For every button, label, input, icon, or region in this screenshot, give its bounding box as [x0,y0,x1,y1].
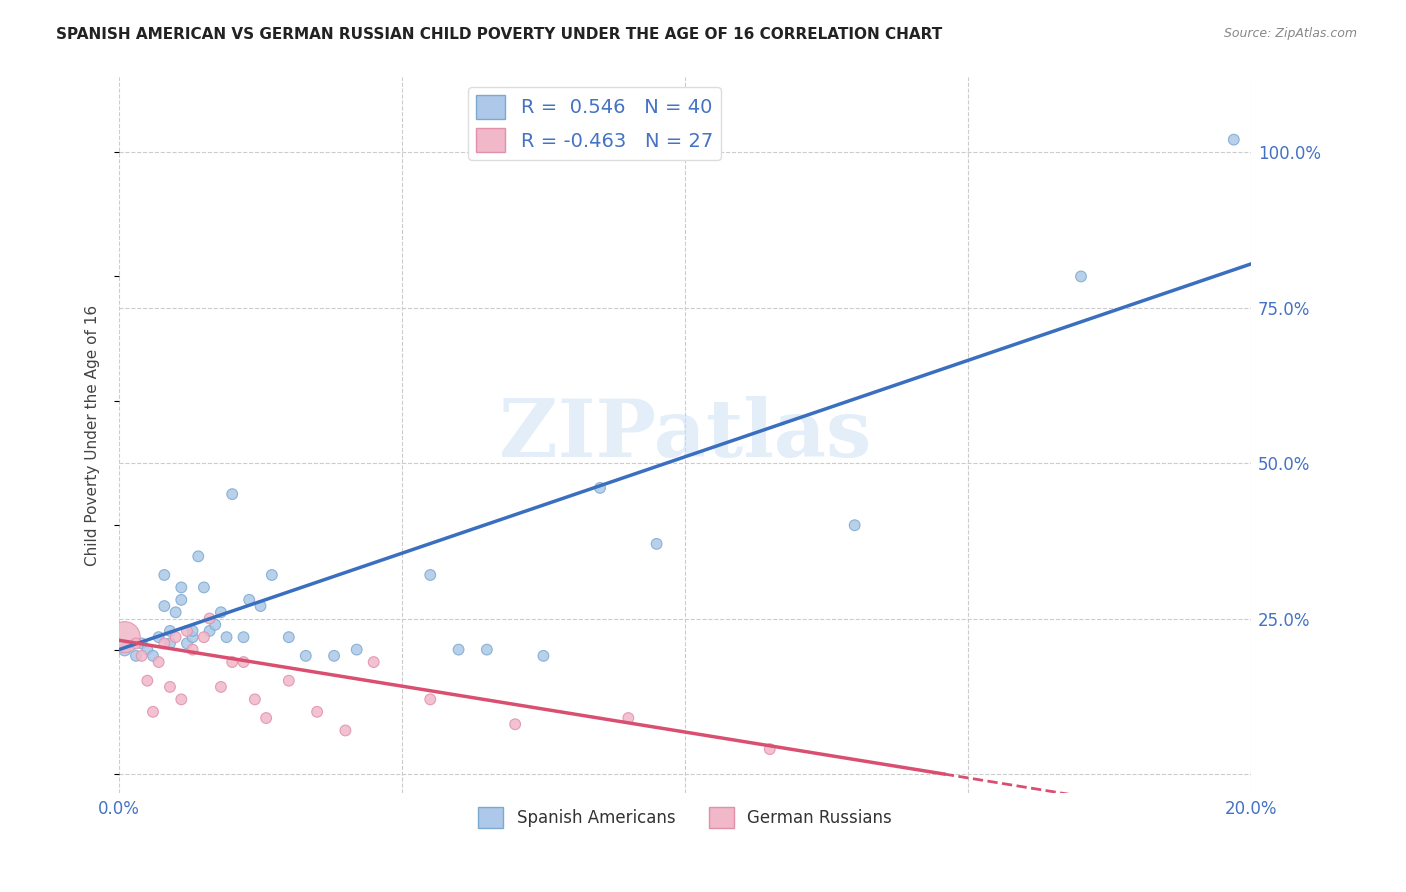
Point [589,481,612,495]
Point [136,673,159,688]
Point [645,537,668,551]
Point [170,581,193,595]
Point [198,611,221,625]
Point [215,630,238,644]
Point [159,636,181,650]
Y-axis label: Child Poverty Under the Age of 16: Child Poverty Under the Age of 16 [86,304,100,566]
Point [503,717,526,731]
Point [176,636,198,650]
Point [114,642,136,657]
Point [277,630,299,644]
Point [153,599,176,613]
Point [153,636,176,650]
Point [176,624,198,638]
Point [148,655,170,669]
Point [209,605,232,619]
Point [475,642,498,657]
Point [419,568,441,582]
Point [1223,133,1246,147]
Point [209,680,232,694]
Point [131,648,153,663]
Point [243,692,266,706]
Point [232,630,254,644]
Point [181,630,204,644]
Point [165,605,187,619]
Point [193,581,215,595]
Point [617,711,640,725]
Point [142,705,165,719]
Point [844,518,866,533]
Point [204,617,226,632]
Point [323,648,346,663]
Text: SPANISH AMERICAN VS GERMAN RUSSIAN CHILD POVERTY UNDER THE AGE OF 16 CORRELATION: SPANISH AMERICAN VS GERMAN RUSSIAN CHILD… [56,27,942,42]
Point [758,742,780,756]
Point [221,487,243,501]
Point [131,636,153,650]
Point [238,592,260,607]
Point [232,655,254,669]
Point [335,723,357,738]
Point [1070,269,1092,284]
Point [165,630,187,644]
Point [125,636,148,650]
Point [307,705,329,719]
Text: Source: ZipAtlas.com: Source: ZipAtlas.com [1223,27,1357,40]
Point [125,648,148,663]
Point [260,568,283,582]
Point [363,655,385,669]
Point [187,549,209,564]
Point [447,642,470,657]
Point [294,648,316,663]
Point [159,680,181,694]
Point [142,648,165,663]
Legend: Spanish Americans, German Russians: Spanish Americans, German Russians [471,801,898,834]
Point [170,692,193,706]
Point [221,655,243,669]
Text: ZIPatlas: ZIPatlas [499,396,872,474]
Point [533,648,555,663]
Point [181,624,204,638]
Point [153,568,176,582]
Point [254,711,277,725]
Point [170,592,193,607]
Point [198,624,221,638]
Point [193,630,215,644]
Point [181,642,204,657]
Point [148,630,170,644]
Point [346,642,368,657]
Point [277,673,299,688]
Point [136,642,159,657]
Point [159,624,181,638]
Point [249,599,271,613]
Point [419,692,441,706]
Point [114,630,136,644]
